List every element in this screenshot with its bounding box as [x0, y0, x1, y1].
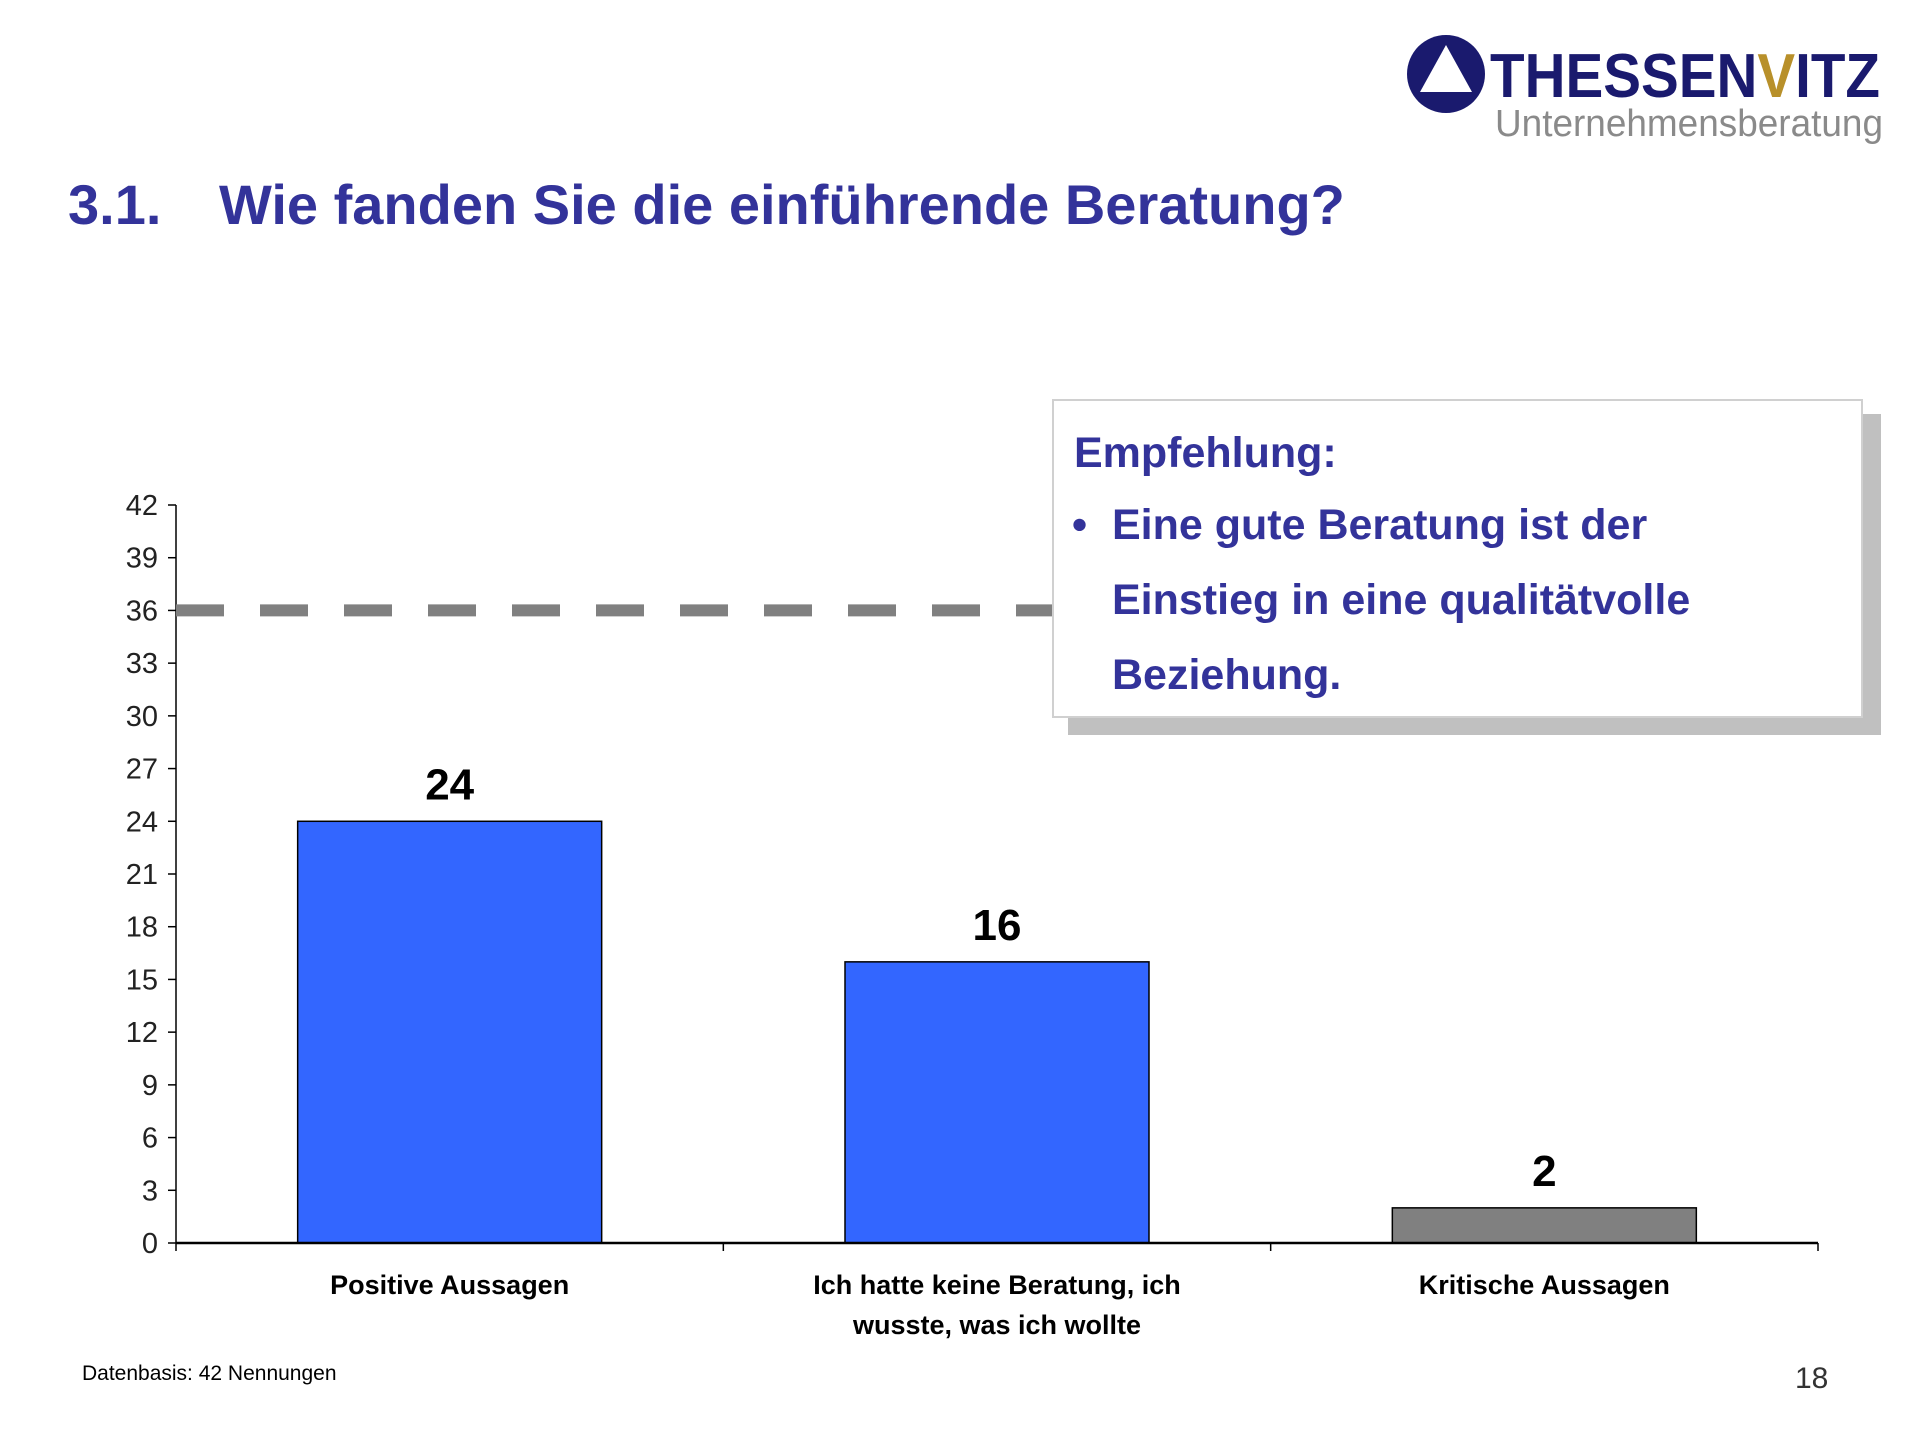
y-tick-label: 39 [126, 543, 158, 575]
y-tick-label: 6 [142, 1123, 158, 1155]
logo-triangle-icon [1420, 45, 1472, 92]
recommendation-callout: Empfehlung: • Eine gute Beratung ist der… [1052, 399, 1863, 718]
y-tick-label: 15 [126, 964, 158, 996]
y-tick-label: 33 [126, 648, 158, 680]
data-label: 2 [1532, 1147, 1556, 1196]
callout-heading: Empfehlung: [1074, 429, 1337, 477]
logo: THESSENVITZ Unternehmensberatung [1407, 35, 1883, 145]
data-label: 24 [425, 760, 474, 809]
callout-line: Eine gute Beratung ist der [1112, 501, 1648, 549]
y-tick-label: 42 [126, 490, 158, 522]
y-tick-label: 36 [126, 595, 158, 627]
y-tick-label: 18 [126, 912, 158, 944]
category-label: wusste, was ich wollte [852, 1310, 1141, 1340]
category-label: Ich hatte keine Beratung, ich [813, 1270, 1181, 1300]
page-number: 18 [1795, 1362, 1829, 1395]
y-tick-label: 3 [142, 1175, 158, 1207]
bullet-icon: • [1072, 501, 1088, 549]
bar [844, 961, 1150, 1244]
y-tick-label: 30 [126, 701, 158, 733]
y-tick-label: 21 [126, 859, 158, 891]
y-tick-label: 12 [126, 1017, 158, 1049]
bar [296, 820, 603, 1244]
y-tick-label: 24 [126, 806, 158, 838]
callout-line: Beziehung. [1112, 651, 1342, 699]
y-tick-label: 9 [142, 1070, 158, 1102]
bar [1391, 1207, 1698, 1244]
data-source-note: Datenbasis: 42 Nennungen [82, 1362, 337, 1385]
y-tick-label: 27 [126, 754, 158, 786]
callout-line: Einstieg in eine qualitätvolle [1112, 576, 1691, 624]
logo-subtitle: Unternehmensberatung [1495, 103, 1883, 145]
data-label: 16 [973, 901, 1022, 950]
category-label: Positive Aussagen [330, 1270, 569, 1300]
slide-title: Wie fanden Sie die einführende Beratung? [219, 173, 1345, 236]
logo-wordmark: THESSENVITZ [1490, 42, 1880, 111]
slide-number: 3.1. [68, 173, 162, 236]
y-tick-label: 0 [142, 1228, 158, 1260]
category-label: Kritische Aussagen [1419, 1270, 1670, 1300]
